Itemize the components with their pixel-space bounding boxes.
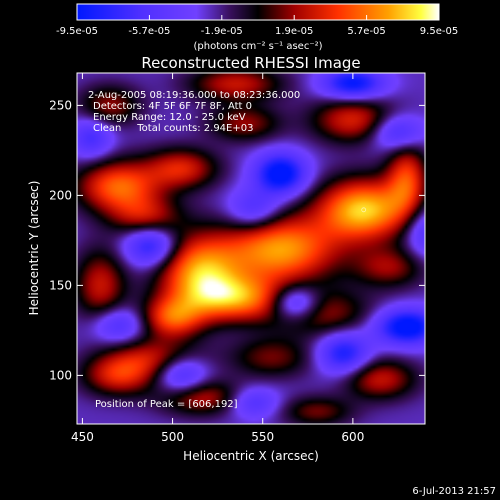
y-tick-label: 200 <box>49 188 72 202</box>
colorbar-tick-label: 9.5e-05 <box>420 26 458 37</box>
peak-marker <box>361 207 367 213</box>
plot-frame <box>76 72 426 425</box>
y-tick-label: 100 <box>49 368 72 382</box>
annotation-clean-counts: Clean Total counts: 2.94E+03 <box>93 123 253 134</box>
x-axis-label: Heliocentric X (arcsec) <box>183 449 319 463</box>
annotation-energy-range: Energy Range: 12.0 - 25.0 keV <box>93 112 246 123</box>
y-axis: 100 150 200 250 <box>49 98 425 382</box>
x-tick-label: 550 <box>251 430 274 444</box>
colorbar-unit-label: (photons cm⁻² s⁻¹ asec⁻²) <box>193 41 322 52</box>
chart-title: Reconstructed RHESSI Image <box>141 54 360 72</box>
colorbar-tick-label: 1.9e-05 <box>275 26 313 37</box>
footer-date: 6-Jul-2013 21:57 <box>412 486 496 497</box>
x-tick-label: 450 <box>71 430 94 444</box>
colorbar-tick-label: -1.9e-05 <box>201 26 243 37</box>
x-tick-label: 600 <box>341 430 364 444</box>
annotation-peak-position: Position of Peak = [606,192] <box>95 399 238 410</box>
x-axis: 450 500 550 600 <box>71 73 364 444</box>
heatmap-image <box>77 73 425 424</box>
y-tick-label: 150 <box>49 278 72 292</box>
annotation-detectors: Detectors: 4F 5F 6F 7F 8F, Att 0 <box>93 101 252 112</box>
y-axis-label: Heliocentric Y (arcsec) <box>27 181 41 316</box>
colorbar-tick-label: 5.7e-05 <box>347 26 385 37</box>
x-tick-label: 500 <box>161 430 184 444</box>
colorbar-tick-label: -5.7e-05 <box>128 26 170 37</box>
y-tick-label: 250 <box>49 98 72 112</box>
annotation-time-range: 2-Aug-2005 08:19:36.000 to 08:23:36.000 <box>88 90 300 101</box>
colorbar <box>76 3 440 21</box>
colorbar-tick-label: -9.5e-05 <box>56 26 98 37</box>
colorbar-ticks: -9.5e-05 -5.7e-05 -1.9e-05 1.9e-05 5.7e-05 9.… <box>56 15 458 37</box>
